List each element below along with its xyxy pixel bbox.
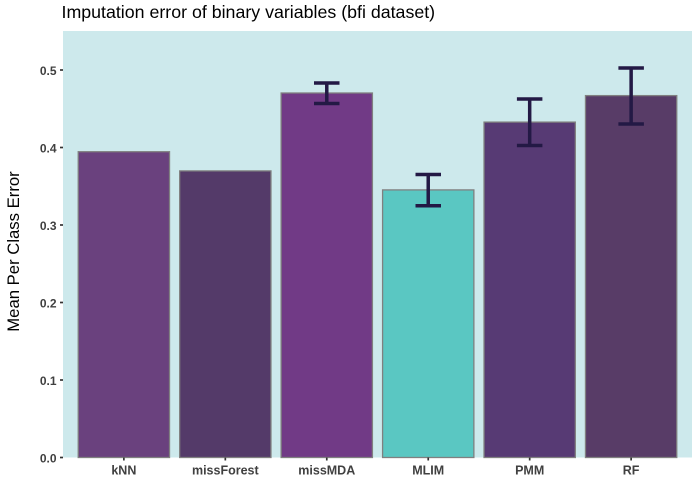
svg-text:0.2: 0.2	[40, 296, 57, 310]
svg-text:missMDA: missMDA	[298, 464, 355, 478]
svg-text:0.0: 0.0	[40, 451, 57, 465]
svg-text:0.1: 0.1	[40, 374, 57, 388]
svg-text:0.3: 0.3	[40, 219, 57, 233]
svg-text:MLIM: MLIM	[412, 464, 444, 478]
svg-text:RF: RF	[623, 464, 640, 478]
svg-text:Mean Per Class Error: Mean Per Class Error	[4, 171, 23, 332]
svg-text:missForest: missForest	[192, 464, 260, 478]
svg-text:kNN: kNN	[111, 464, 136, 478]
svg-text:0.4: 0.4	[40, 141, 57, 155]
svg-text:Imputation error of binary var: Imputation error of binary variables (bf…	[62, 2, 436, 22]
svg-text:0.5: 0.5	[40, 64, 57, 78]
svg-text:PMM: PMM	[515, 464, 544, 478]
